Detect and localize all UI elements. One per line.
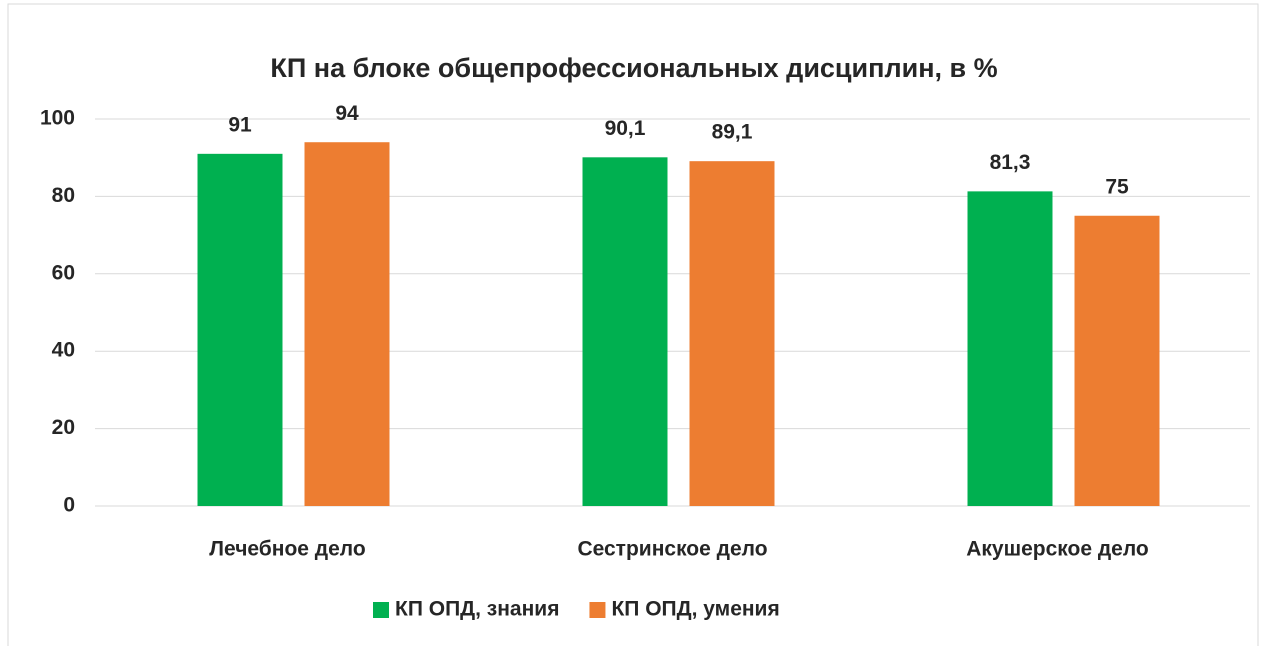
y-tick-label: 100 bbox=[40, 107, 75, 130]
y-tick-label: 0 bbox=[63, 494, 75, 517]
bar bbox=[1074, 215, 1160, 506]
legend-swatch bbox=[589, 602, 606, 618]
chart-title: КП на блоке общепрофессиональных дисципл… bbox=[270, 53, 997, 83]
data-label: 90,1 bbox=[605, 117, 646, 140]
data-label: 75 bbox=[1105, 175, 1129, 198]
data-label: 94 bbox=[335, 102, 359, 125]
legend-label: КП ОПД, знания bbox=[395, 598, 559, 621]
y-tick-label: 80 bbox=[52, 184, 75, 207]
y-tick-label: 60 bbox=[52, 261, 75, 284]
y-tick-label: 20 bbox=[52, 416, 75, 439]
bar bbox=[197, 153, 283, 506]
data-label: 91 bbox=[228, 113, 252, 136]
x-tick-label: Лечебное дело bbox=[209, 538, 365, 561]
bar bbox=[582, 157, 668, 507]
data-label: 81,3 bbox=[990, 151, 1031, 174]
x-tick-label: Сестринское дело bbox=[577, 538, 767, 561]
legend-label: КП ОПД, умения bbox=[611, 598, 779, 621]
bar bbox=[689, 161, 775, 507]
bar bbox=[967, 191, 1053, 506]
bar bbox=[304, 142, 390, 506]
legend-swatch bbox=[373, 602, 389, 618]
y-tick-label: 40 bbox=[52, 339, 75, 362]
data-label: 89,1 bbox=[712, 121, 753, 144]
x-tick-label: Акушерское дело bbox=[966, 538, 1149, 561]
